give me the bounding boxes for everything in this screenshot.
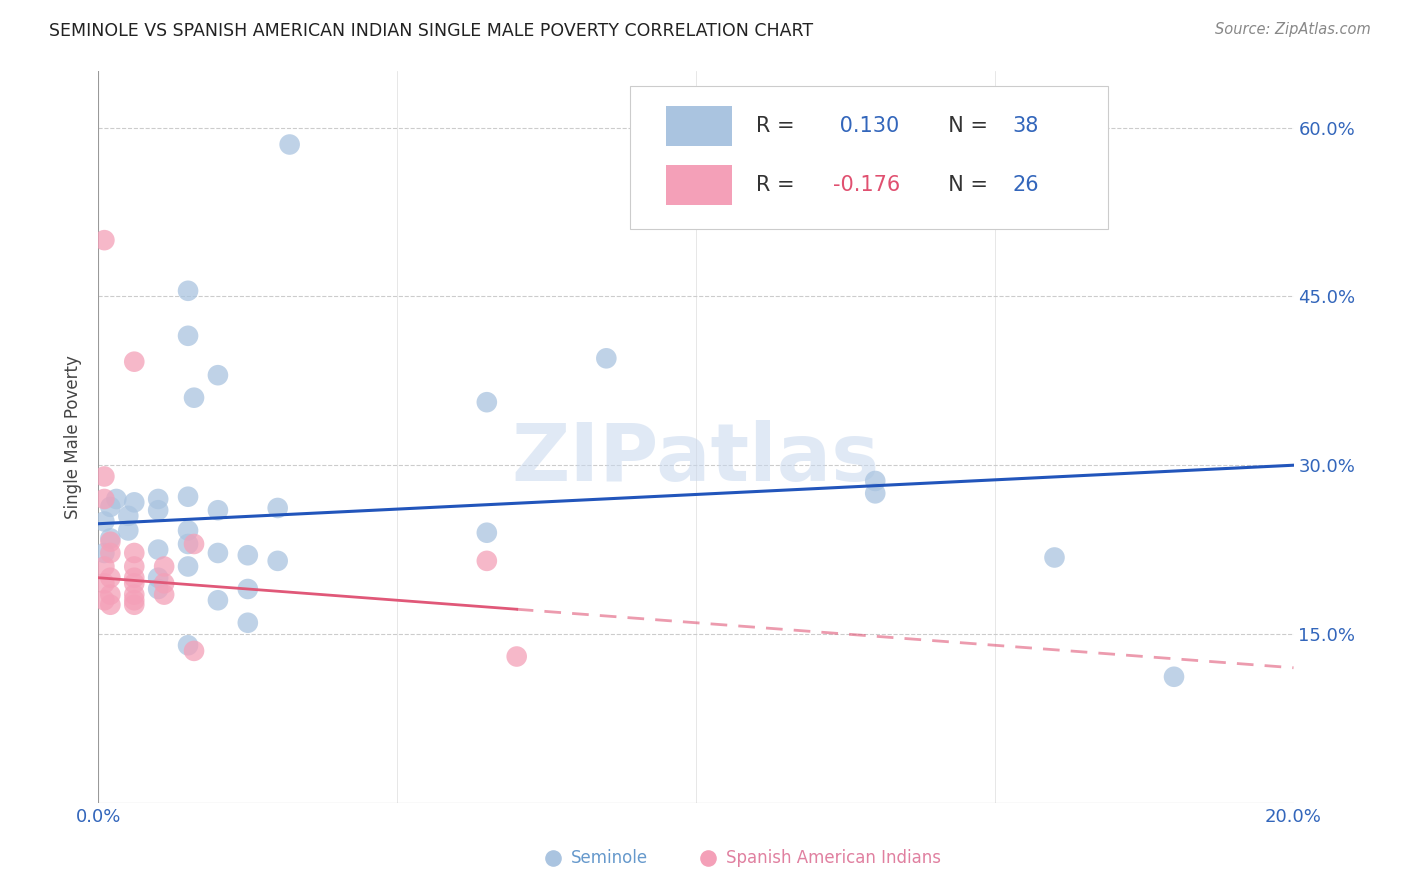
Point xyxy=(93,559,115,574)
Point xyxy=(124,354,146,368)
Point xyxy=(865,474,887,488)
Text: N =: N = xyxy=(935,116,994,136)
Point xyxy=(93,469,115,483)
Point xyxy=(98,571,122,585)
Text: N =: N = xyxy=(935,175,994,194)
FancyBboxPatch shape xyxy=(666,165,733,205)
Point xyxy=(93,546,115,560)
Point xyxy=(475,554,498,568)
Point xyxy=(98,534,122,549)
Point xyxy=(153,559,176,574)
Point xyxy=(506,649,529,664)
Point xyxy=(98,532,122,546)
Point xyxy=(148,571,170,585)
Point xyxy=(207,546,229,560)
Point xyxy=(177,524,200,538)
Point xyxy=(236,548,259,562)
Text: 26: 26 xyxy=(1012,175,1039,194)
Point xyxy=(124,598,146,612)
Point xyxy=(183,644,205,658)
Point xyxy=(177,638,200,652)
FancyBboxPatch shape xyxy=(666,106,733,146)
Point xyxy=(475,525,498,540)
Text: -0.176: -0.176 xyxy=(834,175,901,194)
Text: SEMINOLE VS SPANISH AMERICAN INDIAN SINGLE MALE POVERTY CORRELATION CHART: SEMINOLE VS SPANISH AMERICAN INDIAN SING… xyxy=(49,22,813,40)
Point xyxy=(177,284,200,298)
Point xyxy=(183,391,205,405)
Text: R =: R = xyxy=(756,116,801,136)
Point xyxy=(93,491,115,506)
Point xyxy=(98,500,122,514)
Point xyxy=(124,593,146,607)
Point xyxy=(93,593,115,607)
Point xyxy=(153,576,176,591)
Point xyxy=(148,582,170,596)
Point xyxy=(236,582,259,596)
Text: Seminole: Seminole xyxy=(571,848,648,867)
FancyBboxPatch shape xyxy=(630,86,1108,228)
Point xyxy=(124,559,146,574)
Point xyxy=(93,233,115,247)
Point xyxy=(207,593,229,607)
Point xyxy=(98,546,122,560)
Y-axis label: Single Male Poverty: Single Male Poverty xyxy=(65,355,83,519)
Point xyxy=(124,495,146,509)
Point xyxy=(475,395,498,409)
Point xyxy=(236,615,259,630)
Point xyxy=(124,576,146,591)
Point xyxy=(148,491,170,506)
Point xyxy=(148,503,170,517)
Point xyxy=(278,137,301,152)
Point xyxy=(117,508,139,523)
Point xyxy=(177,328,200,343)
Point xyxy=(105,491,128,506)
Point xyxy=(177,537,200,551)
Point xyxy=(98,588,122,602)
Text: Source: ZipAtlas.com: Source: ZipAtlas.com xyxy=(1215,22,1371,37)
Point xyxy=(177,490,200,504)
Point xyxy=(117,524,139,538)
Text: R =: R = xyxy=(756,175,801,194)
Point xyxy=(124,571,146,585)
Point xyxy=(98,598,122,612)
Point xyxy=(124,588,146,602)
Point xyxy=(93,515,115,529)
Point xyxy=(153,588,176,602)
Text: Spanish American Indians: Spanish American Indians xyxy=(725,848,941,867)
Point xyxy=(93,576,115,591)
Point xyxy=(183,537,205,551)
Point xyxy=(1043,550,1066,565)
Point xyxy=(865,486,887,500)
Point xyxy=(207,368,229,383)
Point xyxy=(267,554,290,568)
Point xyxy=(267,500,290,515)
Text: 38: 38 xyxy=(1012,116,1039,136)
Point xyxy=(595,351,617,366)
Point xyxy=(177,559,200,574)
Point xyxy=(124,546,146,560)
Point xyxy=(148,542,170,557)
Text: 0.130: 0.130 xyxy=(834,116,900,136)
Point xyxy=(1163,670,1185,684)
Point xyxy=(207,503,229,517)
Text: ZIPatlas: ZIPatlas xyxy=(512,420,880,498)
